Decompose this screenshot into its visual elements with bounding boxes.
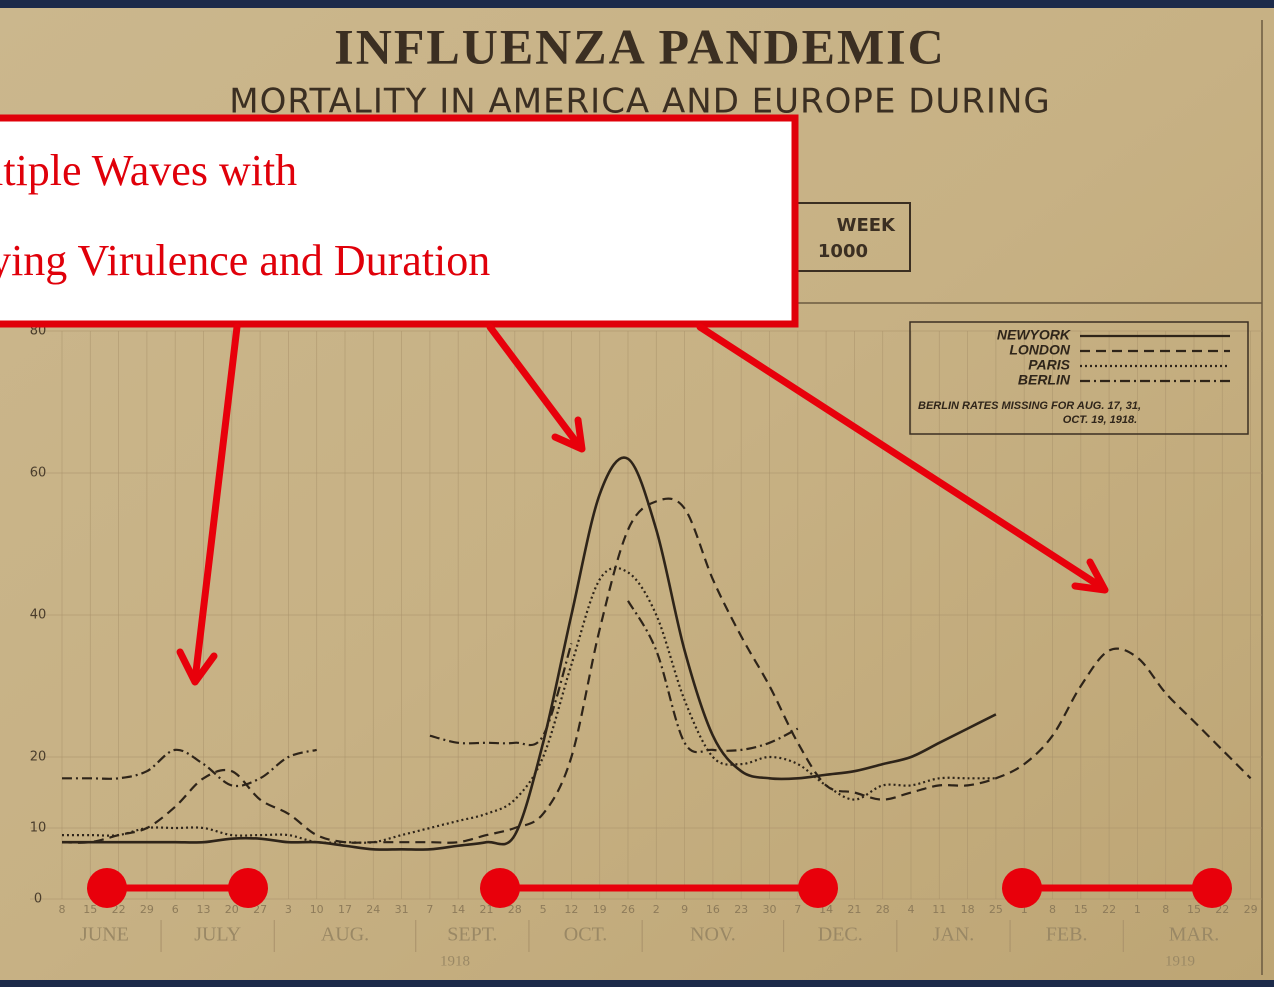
x-tick-label: 29 [140,903,154,916]
x-tick-label: 7 [426,903,433,916]
x-tick-label: 31 [395,903,409,916]
span-dot [798,868,838,908]
month-label: NOV. [690,924,736,946]
month-label: SEPT. [447,924,497,946]
x-tick-label: 19 [593,903,607,916]
x-tick-label: 8 [59,903,66,916]
span-dot [480,868,520,908]
x-tick-label: 8 [1162,903,1169,916]
x-tick-label: 3 [285,903,292,916]
x-tick-label: 12 [564,903,578,916]
x-tick-label: 18 [961,903,975,916]
x-tick-label: 4 [908,903,915,916]
x-tick-label: 11 [932,903,946,916]
month-label: JAN. [933,924,975,946]
month-label: FEB. [1046,924,1088,946]
x-tick-label: 15 [1187,903,1201,916]
y-tick-label: 40 [30,608,47,623]
y-tick-label: 60 [30,466,47,481]
month-label: MAR. [1169,924,1220,946]
x-tick-label: 28 [876,903,890,916]
x-tick-label: 5 [540,903,547,916]
x-tick-label: 30 [763,903,777,916]
units-text: 1000 [818,241,868,262]
x-tick-label: 16 [706,903,720,916]
month-label: AUG. [321,924,369,946]
span-dot [1002,868,1042,908]
year-label: 1919 [1165,953,1195,969]
legend-label: LONDON [1009,342,1071,358]
legend-label: NEWYORK [997,327,1071,343]
x-tick-label: 14 [451,903,465,916]
x-tick-label: 25 [989,903,1003,916]
page: {"chart_data": { "type": "line", "title"… [0,0,1274,987]
x-tick-label: 29 [1244,903,1258,916]
callout-text: Varying Virulence and Duration [0,236,490,285]
units-text: WEEK [837,215,896,236]
x-tick-label: 22 [1102,903,1116,916]
legend-note: BERLIN RATES MISSING FOR AUG. 17, 31, [918,400,1141,412]
legend-label: BERLIN [1018,372,1071,388]
span-dot [228,868,268,908]
x-tick-label: 15 [83,903,97,916]
x-tick-label: 20 [225,903,239,916]
x-tick-label: 8 [1049,903,1056,916]
x-tick-label: 21 [847,903,861,916]
x-tick-label: 9 [681,903,688,916]
x-tick-label: 1 [1134,903,1141,916]
legend-label: PARIS [1028,357,1070,373]
y-tick-label: 10 [30,821,47,836]
x-tick-label: 7 [794,903,801,916]
span-dot [87,868,127,908]
month-label: OCT. [564,924,608,946]
y-tick-label: 0 [34,892,42,907]
x-tick-label: 15 [1074,903,1088,916]
span-dot [1192,868,1232,908]
x-tick-label: 24 [366,903,380,916]
x-tick-label: 13 [197,903,211,916]
month-label: DEC. [818,924,863,946]
y-tick-label: 20 [30,750,47,765]
chart-title: INFLUENZA PANDEMIC [334,18,946,74]
x-tick-label: 17 [338,903,352,916]
x-tick-label: 6 [172,903,179,916]
x-tick-label: 10 [310,903,324,916]
x-tick-label: 2 [653,903,660,916]
slide: INFLUENZA PANDEMIC MORTALITY IN AMERICA … [0,0,1274,987]
legend-note: OCT. 19, 1918. [1063,414,1137,426]
x-tick-label: 23 [734,903,748,916]
year-label: 1918 [440,953,470,969]
month-label: JULY [194,924,241,946]
month-label: JUNE [80,924,129,946]
callout-text: Multiple Waves with [0,146,297,195]
x-tick-label: 26 [621,903,635,916]
